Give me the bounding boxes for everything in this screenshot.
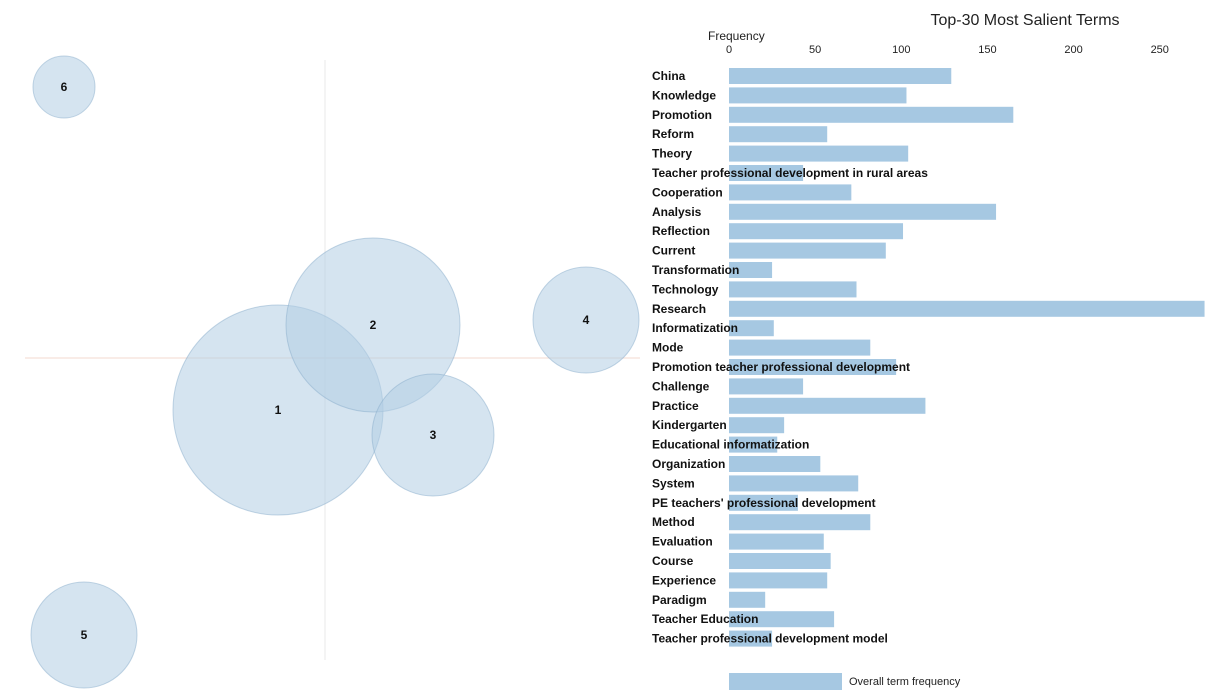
term-label-28: Teacher Education <box>652 612 758 626</box>
bar-26 <box>729 572 828 589</box>
term-label-0: China <box>652 69 686 83</box>
x-tick-50: 50 <box>809 44 821 56</box>
term-label-13: Informatization <box>652 321 738 335</box>
x-axis-title: Frequency <box>708 29 765 43</box>
term-label-29: Teacher professional development model <box>652 632 888 646</box>
term-label-1: Knowledge <box>652 88 716 102</box>
bar-16 <box>729 378 804 395</box>
term-label-19: Educational informatization <box>652 438 809 452</box>
term-label-12: Research <box>652 302 706 316</box>
term-label-7: Analysis <box>652 205 702 219</box>
term-label-15: Promotion teacher professional developme… <box>652 360 910 374</box>
bar-29 <box>729 630 773 647</box>
bar-27 <box>729 591 766 608</box>
term-label-6: Cooperation <box>652 185 723 199</box>
bar-7 <box>729 203 997 220</box>
bar-1 <box>729 87 907 104</box>
topic-bubble-3[interactable] <box>371 373 495 497</box>
x-tick-250: 250 <box>1151 44 1169 56</box>
bar-13 <box>729 320 774 337</box>
bar-15 <box>729 359 897 375</box>
term-label-16: Challenge <box>652 379 710 393</box>
term-label-11: Technology <box>652 282 719 296</box>
bar-14 <box>729 339 871 356</box>
x-axis-ticks: 0 50 100 150 200 250 <box>726 44 1169 56</box>
x-tick-0: 0 <box>726 44 732 56</box>
term-label-21: System <box>652 476 695 490</box>
term-label-23: Method <box>652 515 695 529</box>
bar-17 <box>729 397 926 414</box>
bar-24 <box>729 533 824 550</box>
bar-0 <box>729 68 952 84</box>
topic-bubble-5[interactable] <box>30 581 138 689</box>
topic-label-5: 5 <box>81 628 88 642</box>
topic-bubble-2[interactable] <box>285 237 461 413</box>
chart-title: Top-30 Most Salient Terms <box>930 12 1119 29</box>
term-label-18: Kindergarten <box>652 418 727 432</box>
term-label-26: Experience <box>652 573 716 587</box>
x-tick-100: 100 <box>892 44 910 56</box>
bar-6 <box>729 184 852 201</box>
term-labels: China Knowledge Promotion Reform Theory Teach… <box>652 69 928 646</box>
topic-label-1: 1 <box>275 403 282 417</box>
topic-bubble-4[interactable] <box>532 266 640 374</box>
bar-28 <box>729 611 835 628</box>
term-label-3: Reform <box>652 127 694 141</box>
topic-label-2: 2 <box>370 318 377 332</box>
bar-22 <box>729 494 798 511</box>
legend-label: Overall term frequency <box>849 676 961 688</box>
term-label-5: Teacher professional development in rura… <box>652 166 928 180</box>
term-label-17: Practice <box>652 399 699 413</box>
bar-10 <box>729 262 773 278</box>
topic-label-6: 6 <box>61 80 68 94</box>
term-label-10: Transformation <box>652 263 739 277</box>
term-label-4: Theory <box>652 147 692 161</box>
bar-23 <box>729 514 871 531</box>
bar-4 <box>729 145 909 162</box>
topic-label-4: 4 <box>583 313 590 327</box>
bar-2 <box>729 106 1014 123</box>
term-label-2: Promotion <box>652 108 712 122</box>
topic-bubbles[interactable]: 1 2 3 4 5 6 <box>30 55 640 689</box>
term-label-9: Current <box>652 244 695 258</box>
term-label-24: Evaluation <box>652 535 713 549</box>
term-label-20: Organization <box>652 457 725 471</box>
bar-11 <box>729 281 857 298</box>
term-label-22: PE teachers' professional development <box>652 496 876 510</box>
legend-swatch <box>729 673 842 690</box>
term-label-14: Mode <box>652 341 684 355</box>
bar-18 <box>729 417 785 434</box>
bar-8 <box>729 223 904 240</box>
bar-3 <box>729 126 828 143</box>
bar-9 <box>729 242 886 259</box>
x-tick-200: 200 <box>1064 44 1082 56</box>
bar-19 <box>729 436 778 453</box>
bar-21 <box>729 475 859 492</box>
topic-label-3: 3 <box>430 428 437 442</box>
term-label-27: Paradigm <box>652 593 707 607</box>
term-label-25: Course <box>652 554 694 568</box>
bar-20 <box>729 456 821 472</box>
x-tick-150: 150 <box>978 44 996 56</box>
bar-12 <box>729 300 1205 317</box>
bar-5 <box>729 165 804 181</box>
intertopic-distance-map: 1 2 3 4 5 6 <box>25 55 640 689</box>
bars <box>729 68 1205 647</box>
bar-25 <box>729 553 831 569</box>
term-label-8: Reflection <box>652 224 710 238</box>
topic-bubble-6[interactable] <box>32 55 96 119</box>
